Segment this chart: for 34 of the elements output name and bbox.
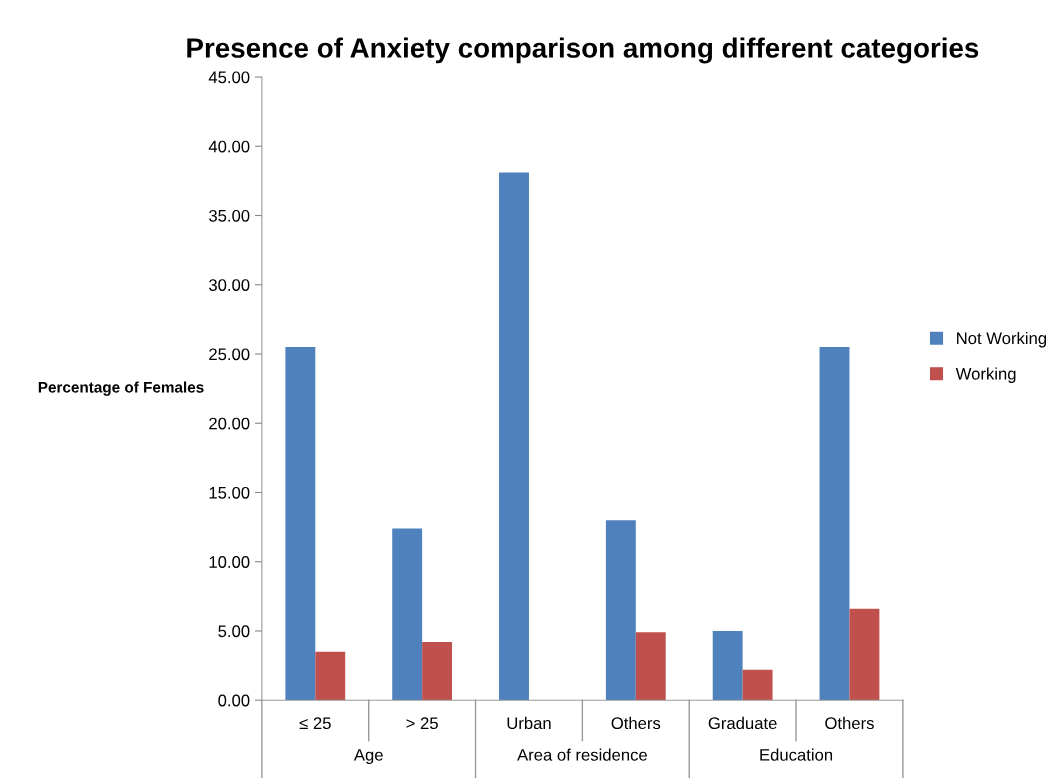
legend-label: Working [955, 367, 1016, 383]
text: Education [760, 748, 833, 761]
y-tick-label: 5.00 [218, 625, 250, 638]
bar [315, 651, 346, 701]
y-tick-label: 10.00 [209, 556, 250, 568]
text: Area of residence [517, 748, 647, 761]
y-axis-title: Percentage of Females [38, 381, 204, 396]
x-tick-label: Others [825, 716, 874, 730]
y-tick-label: 40.00 [208, 140, 250, 153]
x-tick-label: > 25 [406, 717, 438, 730]
x-tick-label: Urban [507, 716, 551, 730]
y-tick-label: 25.00 [209, 348, 250, 361]
y-tick-label: 20.00 [209, 417, 250, 430]
bar [819, 347, 850, 701]
x-tick-label: Graduate [708, 716, 777, 730]
y-tick-label: 30.00 [209, 279, 250, 291]
bar [499, 172, 529, 701]
x-tick-label: ≤ 25 [299, 717, 331, 730]
y-tick-label: 0.00 [218, 694, 250, 707]
bar [712, 630, 743, 701]
bar [392, 528, 423, 701]
bar [742, 669, 773, 701]
bar [285, 347, 316, 701]
y-tick-label: 35.00 [209, 209, 250, 222]
x-tick-label: Others [611, 716, 661, 730]
bar [422, 642, 453, 701]
legend-label: Not Working [957, 331, 1047, 348]
bar [635, 632, 666, 701]
y-tick-label: 15.00 [209, 486, 250, 499]
bar [605, 520, 636, 701]
text: Age [353, 749, 383, 765]
bar [849, 608, 880, 701]
chart-title: Presence of Anxiety comparison among different categories [187, 37, 979, 64]
y-tick-label: 45.00 [208, 71, 250, 84]
